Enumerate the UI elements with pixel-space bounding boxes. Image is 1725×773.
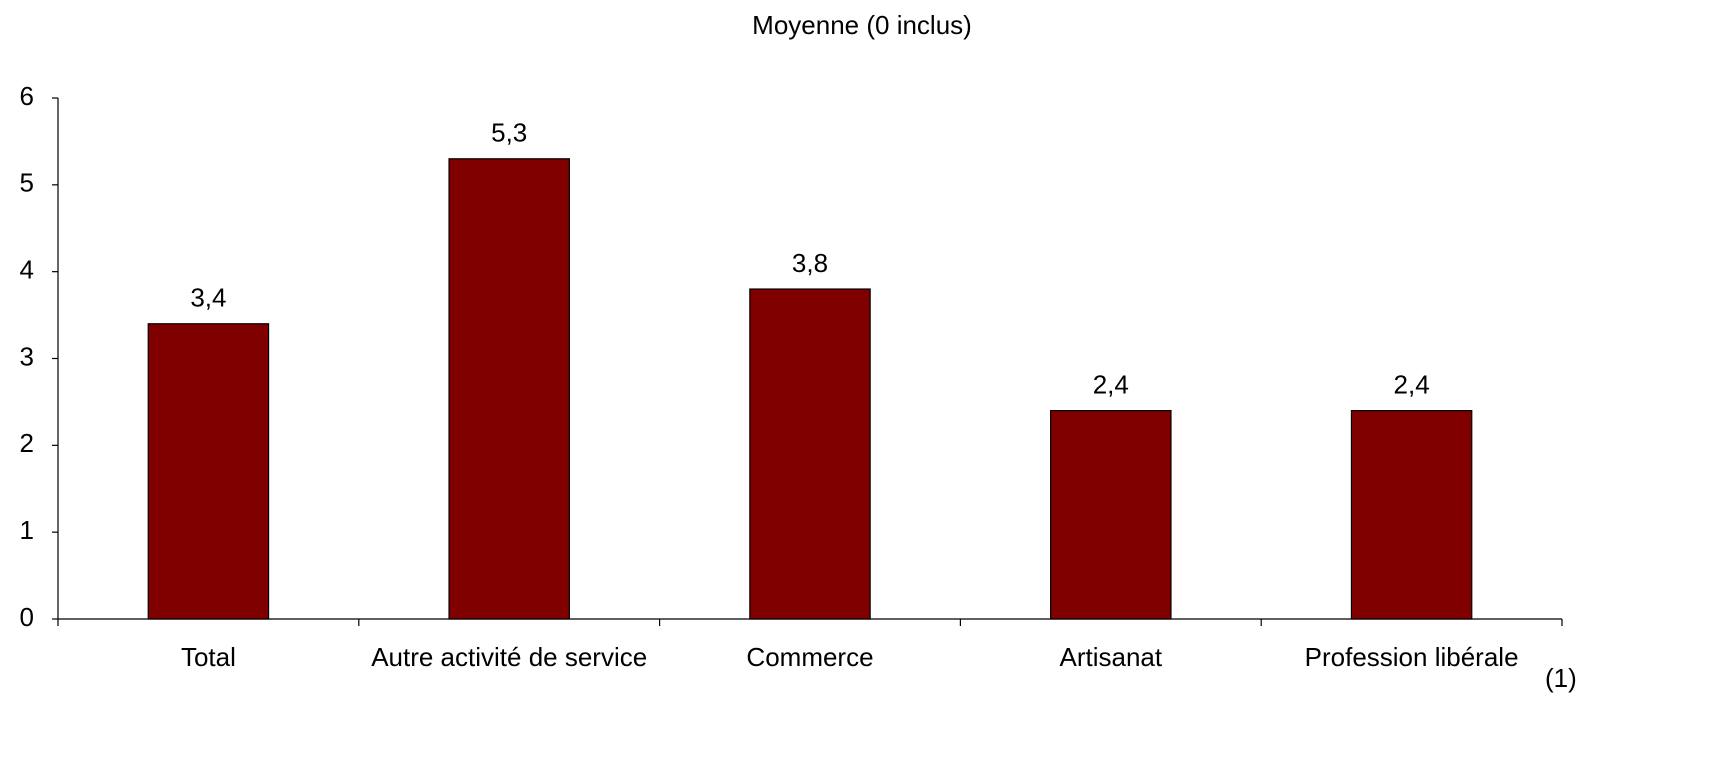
bar <box>1050 410 1172 620</box>
value-label: 5,3 <box>491 118 527 148</box>
y-tick-label: 2 <box>20 428 34 458</box>
x-tick-label: Total <box>180 642 236 672</box>
value-label: 3,8 <box>792 248 828 278</box>
bar <box>147 323 270 620</box>
y-tick-label: 1 <box>20 515 34 545</box>
value-label: 2,4 <box>1394 369 1430 399</box>
x-tick-label: Artisanat <box>1059 642 1163 672</box>
x-tick-label: Autre activité de service <box>371 642 648 672</box>
y-tick-label: 3 <box>20 341 34 371</box>
x-tick-label: Profession libérale <box>1304 642 1519 672</box>
x-tick-label: Commerce <box>746 642 874 672</box>
y-tick-label: 5 <box>20 168 34 198</box>
value-label: 2,4 <box>1093 369 1129 399</box>
value-label: 3,4 <box>190 283 226 313</box>
bar <box>448 158 570 620</box>
y-tick-label: 6 <box>20 81 34 111</box>
bar <box>749 288 871 620</box>
y-tick-label: 0 <box>20 602 34 632</box>
y-tick-label: 4 <box>20 255 34 285</box>
bar <box>1350 410 1473 620</box>
chart-title: Moyenne (0 inclus) <box>752 10 972 40</box>
annotation: (1) <box>1545 663 1577 693</box>
